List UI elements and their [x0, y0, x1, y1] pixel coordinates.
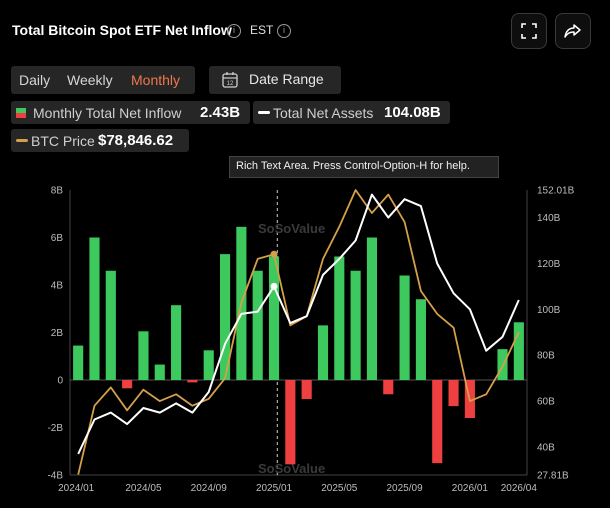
x-tick-label: 2024/01: [58, 483, 95, 494]
inflow-chart: SoSoValue SoSoValue 8B 6B 4B 2B 0 -2B -4B 152.…: [47, 186, 575, 495]
period-tabs: Daily Weekly Monthly: [11, 66, 195, 94]
inflow-bar: [383, 380, 394, 395]
inflow-bar: [154, 364, 165, 380]
btc-price-marker: [270, 250, 278, 258]
left-tick-label: 6B: [51, 233, 64, 244]
right-tick-label: 60B: [537, 397, 555, 408]
watermark-bottom: SoSoValue: [258, 461, 325, 476]
x-tick-label: 2025/05: [321, 483, 358, 494]
share-button[interactable]: [555, 13, 591, 49]
assets-line-swatch-icon: [258, 111, 270, 114]
legend-net-inflow-label: Monthly Total Net Inflow: [33, 105, 182, 121]
tab-monthly[interactable]: Monthly: [131, 72, 181, 88]
x-axis-ticks: 2024/01 2024/05 2024/09 2025/01 2025/05 2025/…: [58, 483, 537, 494]
inflow-swatch-icon: [16, 108, 26, 118]
left-tick-label: 2B: [51, 328, 64, 339]
inflow-bars: [73, 226, 524, 465]
x-tick-label: 2025/01: [256, 483, 293, 494]
right-tick-label: 152.01B: [537, 186, 575, 197]
inflow-bar: [317, 325, 329, 380]
inflow-bar: [448, 380, 459, 407]
inflow-bar: [187, 380, 198, 383]
inflow-bar: [89, 237, 100, 380]
info-icon[interactable]: i: [227, 24, 241, 38]
inflow-bar: [399, 275, 410, 380]
inflow-bar: [171, 305, 182, 380]
line-series: [77, 189, 520, 475]
svg-text:12: 12: [227, 81, 234, 87]
left-tick-label: -2B: [47, 423, 63, 434]
left-tick-label: 8B: [51, 186, 64, 197]
net-assets-marker: [270, 282, 278, 290]
left-axis-ticks: 8B 6B 4B 2B 0 -2B -4B: [47, 186, 63, 482]
calendar-icon: 12: [222, 72, 238, 88]
fullscreen-button[interactable]: [511, 13, 547, 49]
x-tick-label: 2026/01: [452, 483, 489, 494]
legend-net-assets-label: Total Net Assets: [273, 105, 374, 121]
watermark-top: SoSoValue: [258, 221, 325, 236]
x-tick-label: 2024/09: [191, 483, 228, 494]
inflow-bar: [105, 270, 116, 380]
net-assets-line: [77, 193, 520, 455]
timezone-label: EST: [250, 23, 274, 37]
inflow-bar: [513, 322, 524, 380]
x-tick-label: 2024/05: [125, 483, 162, 494]
inflow-bar: [219, 254, 231, 380]
legend-btc-price-label: BTC Price: [31, 133, 95, 149]
right-axis-ticks: 152.01B 140B 120B 100B 80B 60B 40B 27.81B: [537, 186, 575, 482]
left-tick-label: 0: [57, 376, 63, 387]
inflow-bar: [432, 380, 443, 464]
inflow-bar: [122, 380, 133, 389]
date-range-label: Date Range: [249, 71, 324, 87]
chart-title: Total Bitcoin Spot ETF Net Inflow: [12, 22, 232, 38]
inflow-bar: [138, 331, 149, 380]
inflow-bar: [252, 270, 263, 380]
legend-net-assets[interactable]: Total Net Assets 104.08B: [253, 101, 450, 124]
share-icon: [564, 24, 581, 38]
header: Total Bitcoin Spot ETF Net Inflow i EST …: [0, 0, 610, 62]
right-tick-label: 40B: [537, 443, 555, 454]
tab-weekly[interactable]: Weekly: [67, 72, 113, 88]
inflow-bar: [203, 350, 214, 380]
legend-net-assets-value: 104.08B: [384, 104, 441, 121]
inflow-bar: [73, 345, 84, 380]
inflow-bar: [268, 256, 280, 380]
tooltip-text: Rich Text Area. Press Control-Option-H f…: [236, 160, 470, 172]
tab-daily[interactable]: Daily: [19, 72, 51, 88]
watermarks: SoSoValue SoSoValue: [258, 221, 325, 476]
legend-btc-price-value: $78,846.62: [98, 132, 174, 149]
fullscreen-icon: [521, 23, 537, 39]
inflow-bar: [350, 270, 361, 380]
right-tick-label: 80B: [537, 351, 555, 362]
left-tick-label: -4B: [47, 471, 63, 482]
inflow-bar: [415, 299, 426, 380]
btc-price-line: [77, 189, 520, 475]
legend-net-inflow-value: 2.43B: [200, 104, 241, 121]
rich-text-tooltip: Rich Text Area. Press Control-Option-H f…: [229, 156, 499, 178]
inflow-bar: [366, 237, 378, 380]
right-tick-label: 27.81B: [537, 471, 569, 482]
inflow-bar: [301, 380, 312, 399]
x-tick-label: 2025/09: [387, 483, 424, 494]
left-tick-label: 4B: [51, 281, 64, 292]
timezone-info-icon[interactable]: i: [277, 24, 291, 38]
right-tick-label: 140B: [537, 213, 561, 224]
legend-btc-price[interactable]: BTC Price $78,846.62: [11, 129, 189, 152]
legend-net-inflow[interactable]: Monthly Total Net Inflow 2.43B: [11, 101, 250, 124]
x-tick-label: 2026/04: [501, 483, 538, 494]
date-range-button[interactable]: 12 Date Range: [209, 66, 341, 94]
inflow-bar: [334, 256, 345, 380]
right-tick-label: 120B: [537, 259, 561, 270]
price-line-swatch-icon: [16, 139, 28, 142]
right-tick-label: 100B: [537, 305, 561, 316]
inflow-bar: [285, 380, 296, 465]
